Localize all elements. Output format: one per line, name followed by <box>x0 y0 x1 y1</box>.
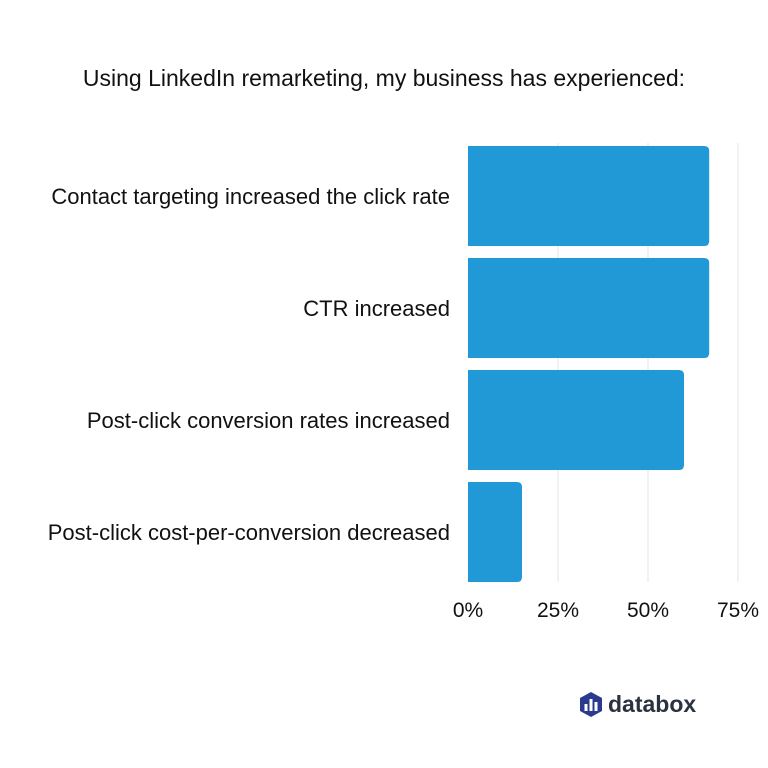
x-tick-label: 50% <box>627 599 669 622</box>
category-label: Post-click conversion rates increased <box>87 408 450 433</box>
logo-bar-1 <box>584 704 588 711</box>
chart-title: Using LinkedIn remarketing, my business … <box>83 65 685 91</box>
bars <box>468 146 710 582</box>
logo-bar-2 <box>589 699 593 711</box>
bar <box>468 146 710 246</box>
x-tick-label: 75% <box>717 599 759 622</box>
category-label: Contact targeting increased the click ra… <box>51 184 450 209</box>
databox-logo: databox <box>580 691 696 717</box>
brand-name: databox <box>608 691 696 717</box>
x-tick-label: 0% <box>453 599 483 622</box>
x-tick-label: 25% <box>537 599 579 622</box>
bar <box>468 370 684 470</box>
bar <box>468 482 522 582</box>
bar <box>468 258 710 358</box>
logo-bar-3 <box>594 702 598 711</box>
x-axis-ticks: 0% 25% 50% 75% <box>453 599 759 622</box>
category-labels: Contact targeting increased the click ra… <box>48 184 450 545</box>
databox-icon <box>580 692 602 717</box>
category-label: CTR increased <box>303 296 450 321</box>
category-label: Post-click cost-per-conversion decreased <box>48 520 450 545</box>
